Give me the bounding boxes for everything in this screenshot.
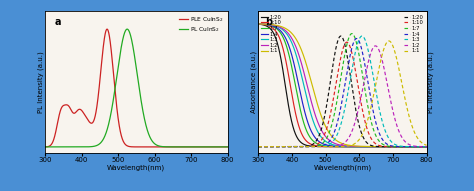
Y-axis label: PL Intensity (a.u.): PL Intensity (a.u.) (37, 51, 44, 113)
Y-axis label: Absorbance (a.u.): Absorbance (a.u.) (250, 51, 257, 113)
Y-axis label: PL intensity (a.u.): PL intensity (a.u.) (428, 51, 435, 113)
Legend: 1:20, 1:10, 1:7, 1:4, 1:3, 1:2, 1:1: 1:20, 1:10, 1:7, 1:4, 1:3, 1:2, 1:1 (403, 14, 424, 54)
X-axis label: Wavelength(nm): Wavelength(nm) (313, 164, 372, 171)
X-axis label: Wavelength(nm): Wavelength(nm) (107, 164, 165, 171)
Text: b: b (265, 17, 272, 27)
Text: a: a (54, 17, 61, 27)
Legend: PLE CuInS$_2$, PL CuInS$_2$: PLE CuInS$_2$, PL CuInS$_2$ (179, 14, 225, 35)
